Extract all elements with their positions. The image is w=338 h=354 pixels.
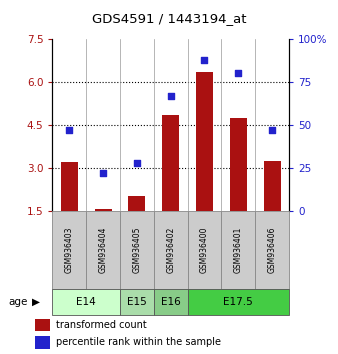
Text: GSM936406: GSM936406 — [268, 226, 276, 273]
FancyBboxPatch shape — [154, 289, 188, 315]
Text: GSM936401: GSM936401 — [234, 226, 243, 273]
Point — [100, 170, 106, 176]
Text: GSM936403: GSM936403 — [65, 226, 74, 273]
FancyBboxPatch shape — [52, 289, 120, 315]
Bar — [35, 336, 50, 349]
FancyBboxPatch shape — [255, 211, 289, 289]
Text: GSM936400: GSM936400 — [200, 226, 209, 273]
FancyBboxPatch shape — [52, 211, 86, 289]
Text: E14: E14 — [76, 297, 96, 307]
FancyBboxPatch shape — [86, 211, 120, 289]
FancyBboxPatch shape — [120, 211, 154, 289]
FancyBboxPatch shape — [154, 211, 188, 289]
Text: GSM936402: GSM936402 — [166, 226, 175, 273]
Point — [269, 127, 275, 133]
Bar — [162, 115, 179, 211]
FancyBboxPatch shape — [120, 289, 154, 315]
Text: transformed count: transformed count — [56, 320, 146, 330]
Bar — [196, 72, 213, 211]
Point — [236, 70, 241, 76]
Bar — [230, 118, 247, 211]
Text: E15: E15 — [127, 297, 147, 307]
Text: GDS4591 / 1443194_at: GDS4591 / 1443194_at — [92, 12, 246, 25]
Text: age: age — [8, 297, 28, 307]
Text: E16: E16 — [161, 297, 180, 307]
Text: percentile rank within the sample: percentile rank within the sample — [56, 337, 221, 348]
Bar — [35, 319, 50, 331]
Bar — [264, 161, 281, 211]
Bar — [95, 209, 112, 211]
FancyBboxPatch shape — [188, 211, 221, 289]
Bar — [61, 162, 78, 211]
Point — [202, 57, 207, 62]
Text: GSM936405: GSM936405 — [132, 226, 141, 273]
FancyBboxPatch shape — [188, 289, 289, 315]
Bar — [128, 196, 145, 211]
Point — [67, 127, 72, 133]
Text: GSM936404: GSM936404 — [99, 226, 107, 273]
Text: E17.5: E17.5 — [223, 297, 253, 307]
Point — [168, 93, 173, 98]
FancyBboxPatch shape — [221, 211, 255, 289]
Point — [134, 160, 140, 165]
Text: ▶: ▶ — [32, 297, 40, 307]
